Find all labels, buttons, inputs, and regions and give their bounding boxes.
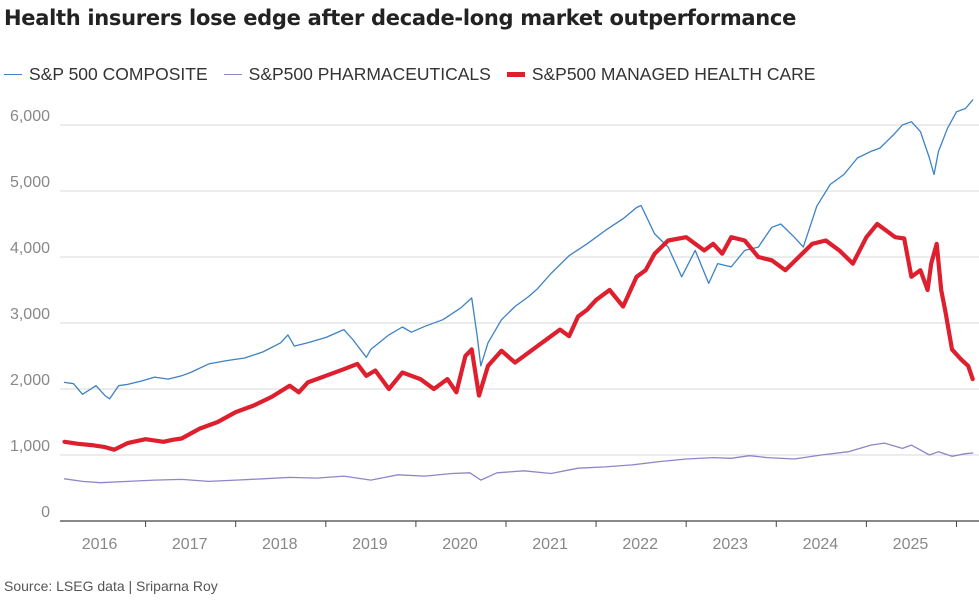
y-tick-label: 4,000 — [10, 240, 50, 257]
series-line-composite — [63, 99, 974, 400]
x-tick-label: 2021 — [532, 536, 568, 553]
series-layer — [62, 99, 975, 484]
legend-label-managed: S&P500 MANAGED HEALTH CARE — [531, 64, 816, 84]
x-tick-label: 2022 — [622, 536, 658, 553]
y-tick-label: 6,000 — [10, 108, 50, 125]
series-line-pharma — [63, 442, 974, 484]
x-tick-label: 2025 — [893, 536, 929, 553]
grid-layer — [60, 124, 979, 522]
legend-swatch-composite — [4, 74, 22, 75]
legend-swatch-pharma — [223, 74, 242, 75]
legend-item-composite: S&P 500 COMPOSITE — [4, 64, 208, 85]
x-tick-label: 2018 — [262, 536, 298, 553]
x-tick-label: 2016 — [82, 536, 118, 553]
legend-swatch-managed — [506, 72, 525, 77]
legend-label-pharma: S&P500 PHARMACEUTICALS — [248, 64, 491, 84]
legend-item-managed: S&P500 MANAGED HEALTH CARE — [506, 64, 816, 85]
x-tick-label: 2017 — [172, 536, 208, 553]
x-axis-ticks: 2016 2017 2018 2019 2020 2021 2022 2023 2024 2025 — [82, 521, 957, 553]
y-tick-label: 0 — [41, 504, 50, 521]
x-tick-label: 2023 — [712, 536, 748, 553]
x-tick-label: 2019 — [352, 536, 388, 553]
legend-label-composite: S&P 500 COMPOSITE — [29, 64, 208, 84]
y-tick-label: 1,000 — [10, 438, 50, 455]
chart-title: Health insurers lose edge after decade-l… — [4, 6, 797, 30]
y-tick-label: 2,000 — [10, 372, 50, 389]
y-tick-label: 3,000 — [10, 306, 50, 323]
source-note: Source: LSEG data | Sriparna Roy — [4, 578, 218, 594]
x-tick-label: 2020 — [442, 536, 478, 553]
legend-item-pharma: S&P500 PHARMACEUTICALS — [223, 64, 491, 85]
x-tick-label: 2024 — [803, 536, 839, 553]
y-tick-label: 5,000 — [10, 174, 50, 191]
series-line-managed — [62, 221, 975, 452]
legend: S&P 500 COMPOSITE S&P500 PHARMACEUTICALS… — [4, 64, 831, 85]
y-axis-ticks: 0 1,000 2,000 3,000 4,000 5,000 6,000 — [10, 108, 50, 521]
